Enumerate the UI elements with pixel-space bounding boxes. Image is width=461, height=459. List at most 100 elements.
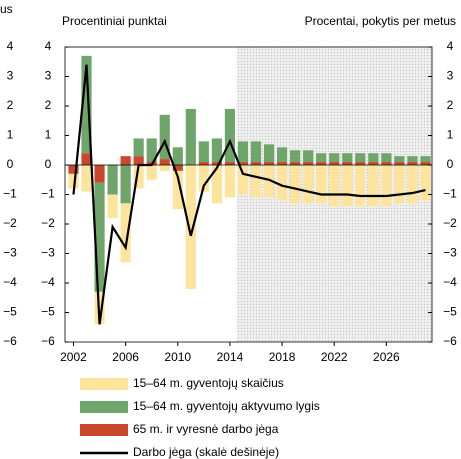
x-tick-label: 2014	[217, 350, 244, 364]
y2-tick-label: 2	[447, 98, 454, 112]
y-tick-label: −2	[41, 216, 55, 230]
bar-segment	[381, 162, 392, 165]
outer-y-tick-label: 3	[7, 69, 14, 83]
bar-segment	[146, 165, 157, 180]
y2-tick-label: 1	[447, 128, 454, 142]
bar-segment	[133, 138, 144, 157]
legend-swatch	[80, 401, 128, 413]
bar-segment	[81, 55, 92, 154]
bar-segment	[316, 153, 327, 163]
bar-segment	[316, 162, 327, 165]
y-axis-label: Procentiniai punktai	[62, 14, 167, 28]
bar-segment	[290, 162, 301, 165]
bar-segment	[237, 141, 249, 163]
y-tick-label: 4	[45, 39, 52, 53]
bar-segment	[303, 162, 314, 165]
bar-segment	[355, 153, 366, 163]
bar-segment	[68, 165, 79, 174]
y2-tick-label: −6	[443, 334, 457, 348]
y-tick-label: 2	[45, 98, 52, 112]
bar-segment	[224, 165, 236, 198]
bar-segment	[81, 153, 92, 165]
bar-segment	[120, 203, 131, 263]
outer-y-tick-label: −6	[3, 334, 17, 348]
bar-segment	[420, 156, 431, 163]
bar-segment	[224, 108, 236, 163]
outer-y-tick-label: −3	[3, 246, 17, 260]
bar-segment	[394, 156, 405, 163]
bar-segment	[68, 173, 79, 189]
bar-segment	[198, 162, 209, 165]
y-tick-label: −6	[41, 334, 55, 348]
y-tick-label: −1	[41, 187, 55, 201]
bar-segment	[159, 114, 170, 160]
bar-segment	[172, 165, 183, 171]
bar-segment	[224, 162, 236, 165]
bar-segment	[368, 165, 379, 207]
bar-segment	[342, 165, 353, 207]
bar-segment	[94, 182, 105, 292]
bar-segment	[342, 153, 353, 163]
bar-segment	[276, 147, 288, 163]
bar-segment	[250, 162, 262, 165]
legend-label: 65 m. ir vyresnė darbo jėga	[133, 422, 279, 436]
outer-y-tick-label: 4	[7, 39, 14, 53]
bar-segment	[329, 162, 340, 165]
bar-segment	[81, 165, 92, 192]
bar-segment	[263, 162, 275, 165]
bar-segment	[316, 165, 327, 204]
bar-segment	[159, 159, 170, 165]
y2-axis-label: Procentai, pokytis per metus	[305, 14, 456, 28]
y2-tick-label: −4	[443, 275, 457, 289]
y-tick-label: 0	[45, 157, 52, 171]
bar-segment	[237, 162, 249, 165]
bar-segment	[329, 153, 340, 163]
bar-segment	[250, 141, 262, 163]
y2-tick-label: −5	[443, 305, 457, 319]
legend-label: Darbo jėga (skalė dešinėje)	[133, 445, 279, 459]
bar-segment	[185, 165, 196, 289]
x-tick-label: 2010	[164, 350, 191, 364]
bar-segment	[407, 156, 418, 163]
bar-segment	[276, 162, 288, 165]
x-tick-label: 2006	[112, 350, 139, 364]
x-tick-label: 2026	[373, 350, 400, 364]
bar-segment	[237, 165, 249, 195]
bar-segment	[394, 165, 405, 204]
bar-segment	[368, 153, 379, 163]
bar-segment	[420, 165, 431, 201]
bar-segment	[198, 141, 209, 163]
legend-swatch	[80, 378, 128, 390]
bar-segment	[420, 162, 431, 165]
bar-segment	[276, 165, 288, 201]
bar-segment	[303, 165, 314, 204]
bar-segment	[94, 165, 105, 183]
bar-segment	[211, 138, 222, 163]
bar-segment	[355, 165, 366, 207]
y2-tick-label: 4	[447, 39, 454, 53]
bar-segment	[250, 165, 262, 198]
bar-segment	[146, 138, 157, 163]
x-tick-label: 2018	[269, 350, 296, 364]
y-tick-label: −3	[41, 246, 55, 260]
bar-segment	[172, 170, 183, 210]
line-series	[72, 64, 426, 325]
bar-segment	[159, 165, 170, 171]
bar-segment	[172, 147, 183, 165]
bar-segment	[407, 162, 418, 165]
outer-y-tick-label: −2	[3, 216, 17, 230]
bar-segment	[211, 165, 222, 204]
y-tick-label: −5	[41, 305, 55, 319]
outer-y-tick-label: −1	[3, 187, 17, 201]
bar-segment	[263, 144, 275, 163]
y-tick-label: −4	[41, 275, 55, 289]
legend-label: 15–64 m. gyventojų skaičius	[133, 376, 284, 390]
bar-segment	[211, 162, 222, 165]
bar-segment	[198, 165, 209, 192]
x-tick-label: 2002	[60, 350, 87, 364]
y-tick-label: 1	[45, 128, 52, 142]
y2-tick-label: −2	[443, 216, 457, 230]
bar-segment	[290, 165, 301, 204]
bar-segment	[407, 165, 418, 204]
